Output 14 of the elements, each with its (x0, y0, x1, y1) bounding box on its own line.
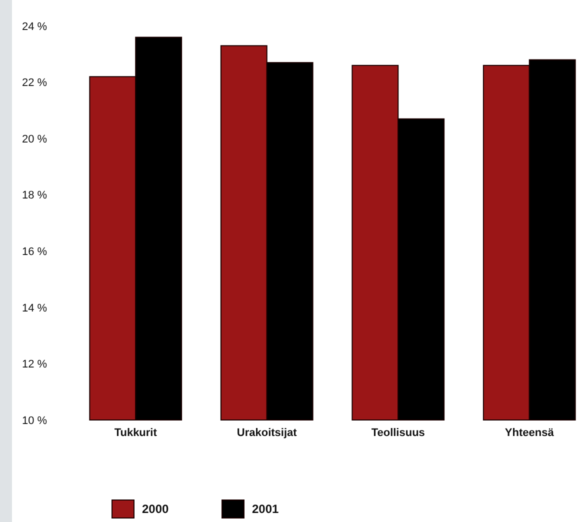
y-tick-label: 12 % (22, 358, 48, 371)
y-tick-label: 22 % (22, 77, 48, 90)
x-tick-label: Teollisuus (371, 427, 425, 439)
x-tick-label: Yhteensä (504, 427, 555, 439)
y-tick-label: 10 % (22, 414, 48, 427)
y-tick-label: 14 % (22, 302, 48, 314)
x-tick-label: Urakoitsijat (236, 427, 298, 439)
legend-label: 2000 (142, 502, 170, 516)
legend-label: 2001 (252, 502, 280, 516)
y-tick-label: 16 % (22, 246, 48, 258)
y-tick-label: 18 % (22, 190, 48, 202)
y-tick-label: 24 % (22, 20, 48, 33)
x-tick-label: Tukkurit (114, 427, 158, 439)
y-tick-label: 20 % (22, 133, 48, 146)
